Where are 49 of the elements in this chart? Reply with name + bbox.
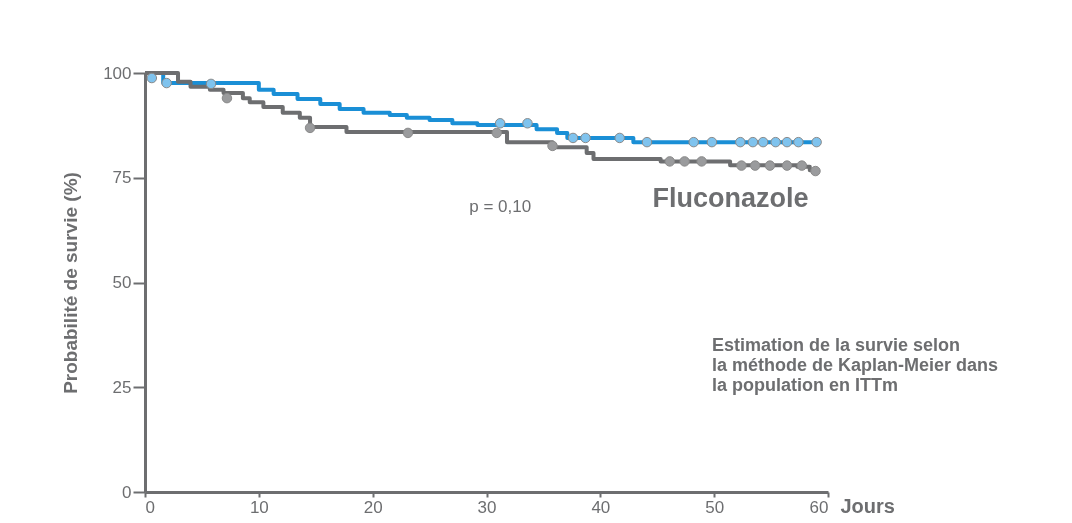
point xyxy=(221,92,233,104)
series-label: Fluconazole xyxy=(652,183,809,214)
point xyxy=(796,160,808,171)
point xyxy=(402,127,414,139)
point xyxy=(580,132,591,144)
point xyxy=(735,136,746,148)
point xyxy=(146,72,158,84)
point xyxy=(522,118,533,129)
x-tick-label: 0 xyxy=(145,497,155,517)
y-axis-title: Probabilité de survie (%) xyxy=(60,172,82,394)
y-tick-label: 0 xyxy=(122,482,132,502)
y-tick-label: 100 xyxy=(103,63,132,83)
annotation: p = 0,10 xyxy=(469,196,532,216)
point xyxy=(494,118,506,129)
point xyxy=(688,136,699,148)
annotation: Estimation de la survie selon la méthode de Kaplan-Meier dans la population en ITTm xyxy=(711,334,998,395)
point xyxy=(810,165,821,177)
x-tick-label: 60 xyxy=(809,497,829,517)
point xyxy=(781,160,793,171)
point xyxy=(491,127,502,139)
point xyxy=(664,156,676,167)
point xyxy=(547,140,558,152)
x-tick-label: 30 xyxy=(477,497,497,517)
point xyxy=(747,136,759,148)
point xyxy=(749,160,761,171)
point xyxy=(641,136,653,148)
x-tick-label: 40 xyxy=(591,497,611,517)
point xyxy=(736,160,747,171)
x-tick-label: 50 xyxy=(705,497,725,517)
x-axis-title: Jours xyxy=(840,494,895,517)
point xyxy=(304,122,316,134)
point xyxy=(614,132,625,144)
y-tick-label: 75 xyxy=(112,168,132,188)
point xyxy=(764,160,776,171)
point xyxy=(706,136,718,148)
point xyxy=(567,132,579,144)
x-tick-label: 10 xyxy=(249,497,269,517)
point xyxy=(696,156,707,167)
y-tick-label: 50 xyxy=(112,273,132,292)
y-tick-label: 25 xyxy=(112,377,132,397)
point xyxy=(793,136,804,148)
point xyxy=(770,136,781,148)
x-tick-label: 20 xyxy=(363,497,383,517)
point xyxy=(161,77,172,89)
point xyxy=(781,136,793,148)
point xyxy=(811,136,822,148)
point xyxy=(679,156,690,167)
point xyxy=(205,78,217,90)
point xyxy=(757,136,769,148)
